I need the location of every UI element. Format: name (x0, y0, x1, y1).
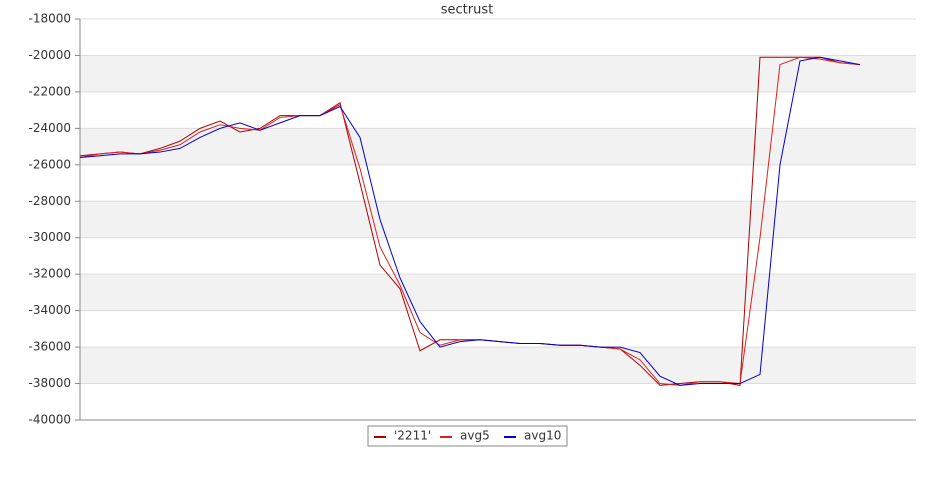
chart-title: sectrust (441, 3, 493, 18)
grid-band (80, 55, 916, 92)
y-tick-label: -20000 (28, 48, 71, 62)
y-tick-label: -38000 (28, 376, 71, 390)
y-tick-label: -32000 (28, 267, 71, 281)
y-tick-label: -34000 (28, 303, 71, 317)
y-tick-label: -26000 (28, 157, 71, 171)
grid-band (80, 128, 916, 165)
y-tick-label: -40000 (28, 413, 71, 427)
y-tick-label: -28000 (28, 194, 71, 208)
grid-band (80, 201, 916, 238)
series-line (79, 56, 861, 386)
legend-box (367, 425, 568, 447)
grid-band (80, 347, 916, 384)
grid-band (80, 274, 916, 311)
series-line (79, 56, 861, 386)
y-tick-label: -18000 (28, 12, 71, 26)
y-tick-label: -30000 (28, 230, 71, 244)
y-tick-label: -36000 (28, 340, 71, 354)
y-tick-label: -24000 (28, 121, 71, 135)
legend-label: avg10 (524, 429, 561, 443)
legend-label: '2211' (394, 429, 431, 443)
y-tick-label: -22000 (28, 84, 71, 98)
legend-label: avg5 (460, 429, 490, 443)
